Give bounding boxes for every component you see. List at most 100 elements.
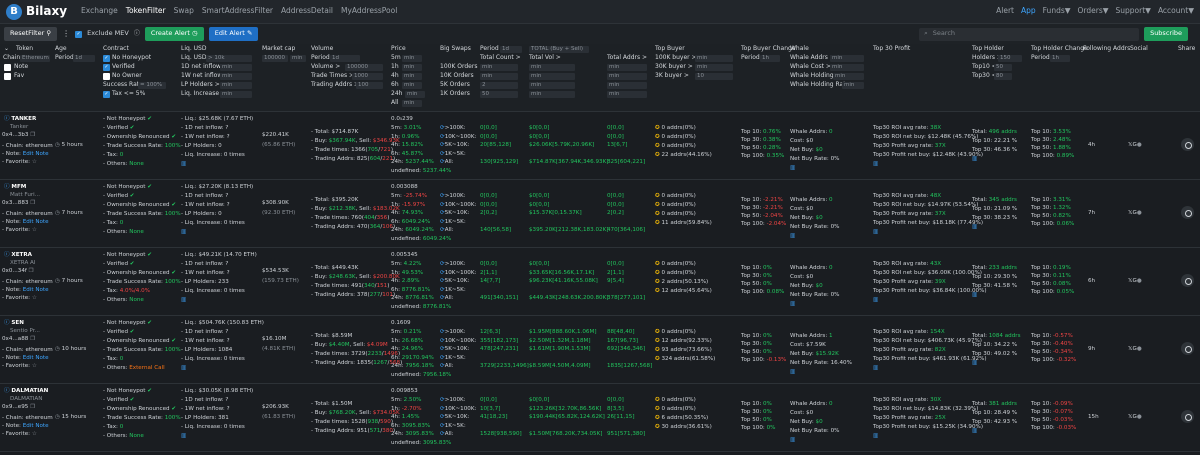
- price-5m-input[interactable]: min: [402, 55, 422, 62]
- nav-support[interactable]: Support▼: [1115, 6, 1151, 16]
- edit-alert-button[interactable]: Edit Alert ✎: [208, 27, 259, 41]
- count-1k-input[interactable]: 50: [480, 91, 518, 98]
- mcap-max-input[interactable]: min: [290, 55, 306, 62]
- count-100k-input[interactable]: min: [480, 64, 518, 71]
- token-address: 0x3...883 ❐: [2, 200, 36, 206]
- addrs-1k-input[interactable]: min: [607, 91, 647, 98]
- inflow-1w-input[interactable]: min: [220, 73, 252, 80]
- nav-orders[interactable]: Orders▼: [1077, 6, 1109, 16]
- liq-increase-input[interactable]: min: [220, 91, 252, 98]
- share-button[interactable]: [1181, 342, 1194, 355]
- price-change-value: 8776.81%: [401, 286, 431, 293]
- nav-account[interactable]: Account▼: [1157, 6, 1194, 16]
- fav-checkbox[interactable]: [4, 73, 11, 80]
- liq-inflow-1d: - 1D net inflow: ?: [181, 329, 229, 335]
- vol-input[interactable]: 100000: [345, 64, 383, 71]
- no-honeypot-checkbox[interactable]: ✓: [103, 55, 110, 62]
- chain-select[interactable]: Ethereum: [20, 55, 50, 62]
- create-alert-button[interactable]: Create Alert ◷: [144, 27, 204, 41]
- count-5k-input[interactable]: 2: [480, 82, 518, 89]
- tax-checkbox[interactable]: ✓: [103, 91, 110, 98]
- sort-icon[interactable]: ⌄: [4, 45, 10, 52]
- nav-addressdetail[interactable]: AddressDetail: [281, 6, 333, 16]
- share-button[interactable]: [1181, 206, 1194, 219]
- bigswap-volume: $8.59M[4.50M,4.09M]: [529, 363, 591, 369]
- more-icon[interactable]: ⋮: [62, 29, 71, 39]
- count-10k-input[interactable]: min: [480, 73, 518, 80]
- top30-input[interactable]: 80: [994, 73, 1012, 80]
- trading-addrs-input[interactable]: 100: [356, 82, 383, 89]
- bs-addrs: 0[0,0]: [607, 125, 624, 131]
- whale-holding-input[interactable]: min: [833, 73, 864, 80]
- reset-filter-button[interactable]: ResetFilter ⚲: [4, 27, 58, 41]
- price-4h-input[interactable]: min: [402, 73, 422, 80]
- chart-icon: ▥: [972, 224, 978, 230]
- price-6h-input[interactable]: min: [402, 82, 422, 89]
- header-age[interactable]: Age: [55, 45, 67, 52]
- trades-input[interactable]: 1000: [352, 73, 383, 80]
- search-input[interactable]: ⌕ Search: [919, 27, 1140, 41]
- orders-1k-label: 1K Orders: [440, 90, 470, 97]
- vol-1k-input[interactable]: min: [529, 91, 575, 98]
- bs-volume: $0[0,0]: [529, 133, 550, 140]
- liq-usd-input[interactable]: > 10k: [206, 55, 252, 62]
- nav-myaddresspool[interactable]: MyAddressPool: [341, 6, 398, 16]
- bs-vol-select[interactable]: TOTAL (Buy + Sell): [529, 46, 589, 53]
- check-icon: ✔: [147, 252, 152, 258]
- mcap-min-input[interactable]: 100000: [262, 55, 288, 62]
- header-liq[interactable]: Liq. USD: [181, 45, 207, 52]
- buyer-30k-input[interactable]: min: [695, 64, 733, 71]
- age-period-select[interactable]: 1d: [73, 55, 95, 62]
- check-icon: ✔: [171, 134, 177, 140]
- share-button[interactable]: [1181, 410, 1194, 423]
- holder-change: Top 10: 3.53%: [1031, 129, 1071, 135]
- subscribe-button[interactable]: Subscribe: [1144, 27, 1188, 41]
- price-all-input[interactable]: min: [402, 100, 422, 107]
- top10-input[interactable]: 50: [994, 64, 1012, 71]
- header-volume[interactable]: Volume: [311, 45, 334, 52]
- nav-exchange[interactable]: Exchange: [81, 6, 118, 16]
- addrs-10k-input[interactable]: min: [607, 73, 647, 80]
- thc-period-select[interactable]: 1h: [1050, 55, 1070, 62]
- buyer-100k-input[interactable]: min: [695, 55, 733, 62]
- whale-rate-input[interactable]: min: [842, 82, 864, 89]
- inflow-1d-input[interactable]: min: [220, 64, 252, 71]
- addrs-100k-input[interactable]: min: [607, 64, 647, 71]
- success-rate-select[interactable]: = 100%: [138, 82, 166, 89]
- share-button[interactable]: [1181, 138, 1194, 151]
- header-token[interactable]: Token: [16, 45, 34, 52]
- price-1h-input[interactable]: min: [402, 64, 422, 71]
- note-checkbox[interactable]: [4, 64, 11, 71]
- price-24h-input[interactable]: min: [405, 91, 425, 98]
- buyer-3k-input[interactable]: 10: [695, 73, 733, 80]
- verified-checkbox[interactable]: ✓: [103, 64, 110, 71]
- tbc-value: -0.13%: [766, 357, 787, 363]
- nav-app[interactable]: App: [1021, 6, 1036, 16]
- no-owner-checkbox[interactable]: [103, 73, 110, 80]
- bs-period-select[interactable]: 1d: [500, 46, 522, 53]
- exclude-mev-checkbox[interactable]: ✓: [75, 30, 83, 38]
- bigswap-volume: $15.37K[0,15.37K]: [529, 210, 582, 216]
- whale-cost-input[interactable]: min: [830, 64, 864, 71]
- price-change-value: 24.96%: [401, 346, 424, 352]
- tbc-period-select[interactable]: 1h: [760, 55, 780, 62]
- nav-alert[interactable]: Alert: [996, 6, 1014, 16]
- whale-addrs-input[interactable]: min: [830, 55, 864, 62]
- header-market-cap[interactable]: Market cap: [262, 45, 296, 52]
- vol-period-select[interactable]: 1d: [330, 55, 360, 62]
- bs-count: 20[85,128]: [480, 142, 512, 148]
- vol-10k-input[interactable]: min: [529, 73, 575, 80]
- header-price[interactable]: Price: [391, 45, 406, 52]
- holders-input[interactable]: 150: [998, 55, 1022, 62]
- nav-smartaddressfilter[interactable]: SmartAddressFilter: [201, 6, 274, 16]
- nav-swap[interactable]: Swap: [173, 6, 194, 16]
- addrs-5k-input[interactable]: min: [607, 82, 647, 89]
- share-button[interactable]: [1181, 274, 1194, 287]
- brand-logo[interactable]: B Bilaxy: [6, 3, 67, 20]
- vol-100k-input[interactable]: min: [529, 64, 575, 71]
- copy-icon: ❐: [28, 268, 34, 274]
- lp-holders-input[interactable]: min: [220, 82, 252, 89]
- nav-funds[interactable]: Funds▼: [1042, 6, 1071, 16]
- nav-tokenfilter[interactable]: TokenFilter: [125, 6, 166, 16]
- vol-5k-input[interactable]: min: [529, 82, 575, 89]
